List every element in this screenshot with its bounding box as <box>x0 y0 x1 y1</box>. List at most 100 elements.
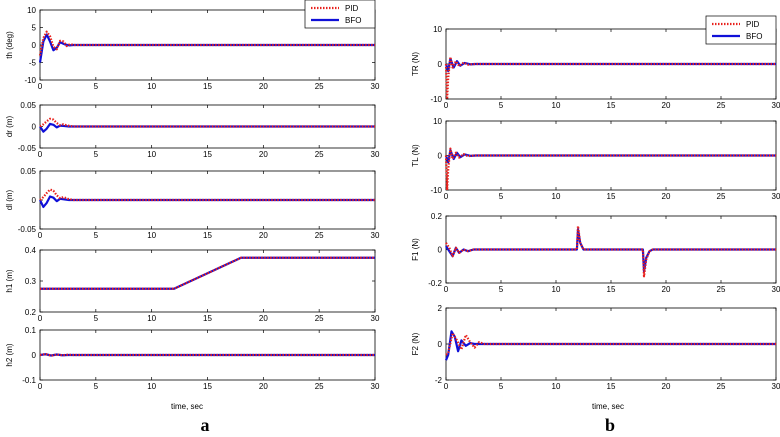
x-tick-label: 10 <box>147 82 156 91</box>
y-tick-label: -2 <box>435 376 443 385</box>
y-tick-label: 0.05 <box>20 167 36 176</box>
y-tick-label: 0.05 <box>20 101 36 110</box>
y-axis-label: F1 (N) <box>411 238 420 261</box>
y-axis-label: h1 (m) <box>5 269 14 292</box>
x-tick-label: 25 <box>717 192 726 201</box>
x-tick-label: 30 <box>772 101 780 110</box>
y-tick-label: -0.1 <box>22 376 36 385</box>
x-tick-label: 10 <box>147 382 156 391</box>
series-bfo-line <box>40 256 375 290</box>
series-pid-line <box>39 352 375 357</box>
legend-pid-label: PID <box>746 20 760 29</box>
series-pid-line <box>445 224 776 278</box>
panel-label-a: a <box>201 415 210 435</box>
chart-7: 0 5 10 15 20 25 30-0.200.2F1 (N) <box>411 212 780 294</box>
x-tick-label: 25 <box>315 150 324 159</box>
x-tick-label: 25 <box>717 101 726 110</box>
legend-pid-label: PID <box>345 4 359 13</box>
x-tick-label: 15 <box>203 150 212 159</box>
series-bfo-line <box>445 228 776 273</box>
y-tick-label: 0.2 <box>431 212 443 221</box>
x-tick-label: 30 <box>772 382 780 391</box>
x-tick-label: 30 <box>371 150 380 159</box>
y-axis-label: h2 (m) <box>5 343 14 366</box>
x-tick-label: 20 <box>662 192 671 201</box>
y-axis-label: dr (m) <box>5 116 14 138</box>
x-tick-label: 5 <box>499 192 504 201</box>
y-tick-label: -10 <box>430 186 442 195</box>
x-tick-label: 15 <box>203 231 212 240</box>
plot-frame <box>39 249 376 313</box>
x-tick-label: 0 <box>38 82 43 91</box>
series-pid-line <box>40 256 375 290</box>
legend-box <box>304 0 376 29</box>
series-bfo-line <box>39 122 375 133</box>
x-tick-label: 10 <box>147 314 156 323</box>
series-bfo-line <box>39 195 375 209</box>
series-pid-line <box>444 147 776 192</box>
x-tick-label: 15 <box>607 192 616 201</box>
x-tick-label: 10 <box>147 150 156 159</box>
series-bfo-line <box>444 330 776 361</box>
series-pid-line <box>39 117 375 128</box>
chart-4: 0 5 10 15 20 25 30-0.100.1h2 (m) <box>5 326 380 391</box>
y-tick-label: 0 <box>32 123 37 132</box>
x-tick-label: 5 <box>94 82 99 91</box>
y-axis-label: dl (m) <box>5 189 14 210</box>
y-tick-label: 0 <box>438 60 443 69</box>
x-tick-label: 30 <box>371 82 380 91</box>
y-tick-label: 0 <box>32 41 37 50</box>
legend: PID BFO <box>304 0 376 29</box>
x-tick-label: 30 <box>371 314 380 323</box>
x-tick-label: 25 <box>315 382 324 391</box>
x-tick-label: 10 <box>147 231 156 240</box>
x-tick-label: 30 <box>772 285 780 294</box>
y-tick-label: -0.2 <box>428 279 442 288</box>
x-tick-label: 30 <box>371 231 380 240</box>
x-tick-label: 5 <box>94 314 99 323</box>
y-tick-label: -0.05 <box>18 144 37 153</box>
y-tick-label: 10 <box>27 6 36 15</box>
y-tick-label: -5 <box>29 59 37 68</box>
x-tick-label: 0 <box>444 285 449 294</box>
x-tick-label: 15 <box>203 382 212 391</box>
x-tick-label: 25 <box>717 382 726 391</box>
y-tick-label: 0 <box>32 196 37 205</box>
series-pid-line <box>445 332 776 356</box>
y-axis-label: TL (N) <box>411 144 420 167</box>
y-tick-label: 5 <box>32 24 37 33</box>
x-tick-label: 0 <box>38 314 43 323</box>
x-tick-label: 20 <box>259 382 268 391</box>
x-tick-label: 30 <box>772 192 780 201</box>
x-tick-label: 5 <box>499 101 504 110</box>
x-tick-label: 5 <box>94 150 99 159</box>
y-tick-label: -10 <box>430 95 442 104</box>
y-tick-label: 0 <box>438 246 443 255</box>
y-tick-label: 0.1 <box>25 326 37 335</box>
series-pid-line <box>38 30 375 56</box>
y-tick-label: 10 <box>433 25 442 34</box>
x-tick-label: 0 <box>38 382 43 391</box>
x-tick-label: 25 <box>315 231 324 240</box>
y-axis-label: F2 (N) <box>411 332 420 355</box>
x-tick-label: 20 <box>259 82 268 91</box>
x-tick-label: 20 <box>259 150 268 159</box>
x-tick-label: 5 <box>94 382 99 391</box>
x-tick-label: 20 <box>259 231 268 240</box>
x-tick-label: 10 <box>552 382 561 391</box>
y-tick-label: 2 <box>438 304 443 313</box>
x-tick-label: 15 <box>607 382 616 391</box>
x-tick-label: 30 <box>371 382 380 391</box>
x-tick-label: 20 <box>662 101 671 110</box>
series-pid-line <box>444 55 776 101</box>
legend-bfo-label: BFO <box>345 16 361 25</box>
legend-box <box>705 15 777 45</box>
x-tick-label: 0 <box>444 382 449 391</box>
